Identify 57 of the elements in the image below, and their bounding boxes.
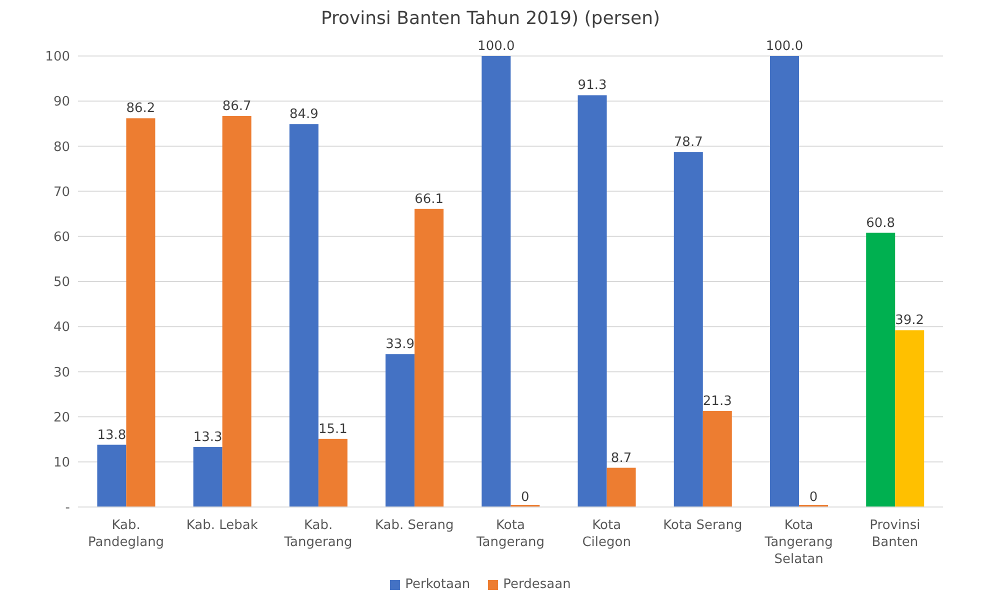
bar	[193, 447, 222, 507]
x-tick-label: Kab. Tangerang	[283, 518, 352, 550]
bar	[578, 95, 607, 507]
y-tick-label: 40	[53, 320, 70, 336]
data-label: 39.2	[895, 313, 924, 328]
data-label: 86.2	[126, 101, 156, 116]
data-label: 91.3	[578, 78, 607, 94]
y-tick-label: 60	[53, 230, 70, 246]
data-label: 60.8	[866, 216, 896, 231]
data-label: 0	[521, 490, 530, 505]
bar	[289, 124, 318, 507]
x-tick-label: Kota Serang	[663, 518, 742, 533]
y-tick-label: 50	[53, 275, 70, 290]
bar	[97, 444, 126, 507]
data-label: 66.1	[414, 192, 444, 207]
x-tick-label: Kota Cilegon	[582, 518, 631, 550]
y-tick-label: 100	[45, 50, 70, 65]
data-label: 8.7	[610, 450, 632, 466]
y-tick-label: 30	[53, 365, 70, 380]
bar	[482, 56, 511, 507]
bar	[222, 116, 252, 507]
y-tick-label: 90	[53, 94, 70, 110]
y-tick-label: -	[65, 500, 70, 516]
bar	[606, 468, 636, 507]
legend-label: Perdesaan	[502, 577, 571, 592]
y-tick-label: 20	[53, 410, 70, 426]
data-label: 15.1	[318, 422, 348, 437]
data-label: 78.7	[674, 135, 703, 150]
chart-title: Provinsi Banten Tahun 2019) (persen)	[320, 8, 662, 31]
data-label: 84.9	[289, 107, 318, 122]
data-label: 100.0	[478, 39, 515, 54]
x-tick-label: Kab. Pandeglang	[88, 518, 164, 550]
x-tick-label: Kab. Lebak	[186, 518, 258, 533]
bar	[386, 354, 415, 507]
legend-label: Perkotaan	[404, 577, 470, 592]
x-tick-label: Kota Tangerang	[475, 518, 545, 550]
bar	[895, 330, 924, 507]
x-tick-label: Kota Tangerang Selatan	[764, 518, 833, 567]
y-tick-label: 70	[53, 184, 70, 200]
data-label: 86.7	[222, 98, 252, 114]
x-tick-label: Provinsi Banten	[870, 518, 920, 550]
bar	[866, 232, 896, 507]
bar	[702, 410, 732, 507]
data-label: 21.3	[702, 394, 732, 409]
bar	[414, 208, 444, 507]
data-label: 13.8	[97, 428, 126, 443]
bar	[318, 438, 348, 507]
x-tick-label: Kab. Serang	[374, 518, 454, 533]
data-label: 0	[809, 490, 818, 505]
bar	[674, 152, 703, 507]
bar	[770, 56, 799, 507]
y-tick-label: 80	[53, 140, 70, 155]
data-label: 13.3	[193, 430, 222, 446]
data-label: 33.9	[386, 337, 415, 352]
y-tick-label: 10	[53, 456, 70, 471]
data-label: 100.0	[766, 39, 804, 54]
bar	[126, 118, 156, 507]
